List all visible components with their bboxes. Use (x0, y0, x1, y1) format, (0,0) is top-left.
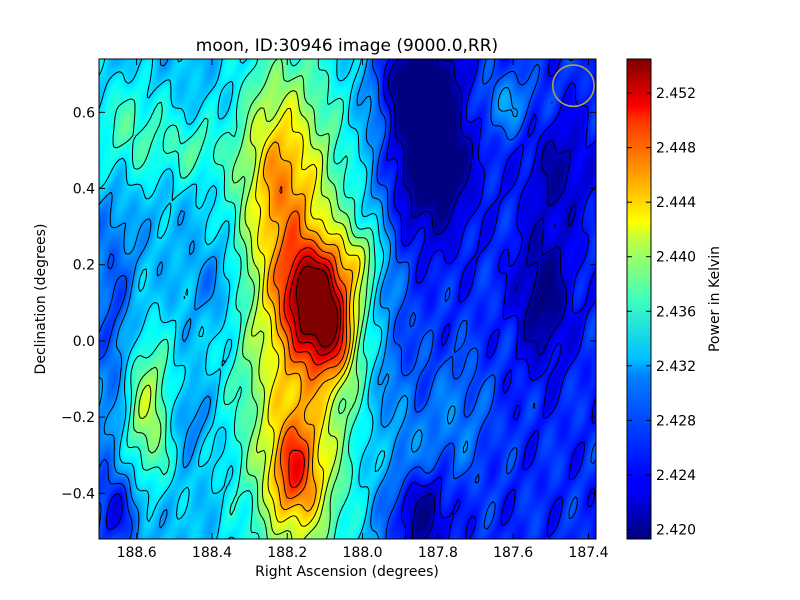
contour-line (138, 90, 366, 539)
contour-line (112, 59, 376, 539)
contour-line (295, 265, 339, 348)
y-tick-label: 0.4 (73, 182, 95, 198)
x-axis: 188.6 188.4 188.2 188.0 187.8 187.6 187.4 (117, 59, 609, 561)
x-tick-label: 187.4 (568, 545, 608, 561)
contour-line (273, 186, 348, 500)
contour-line (255, 107, 361, 527)
colorbar: 2.420 2.424 2.428 2.432 2.436 2.440 2.444 2.448… (626, 58, 723, 540)
y-tick-label: 0.6 (73, 105, 95, 121)
x-tick-label: 187.8 (418, 545, 458, 561)
colorbar-tick-label: 2.432 (656, 359, 696, 375)
x-tick-label: 188.6 (117, 545, 157, 561)
heatmap-image (99, 59, 596, 539)
x-tick-label: 188.2 (267, 545, 307, 561)
colorbar-tick-label: 2.452 (656, 86, 696, 102)
contour-line (99, 59, 596, 539)
beam-circle (551, 64, 595, 108)
y-tick-label: −0.4 (61, 486, 95, 502)
x-tick-label: 187.6 (493, 545, 533, 561)
contour-line (99, 59, 518, 539)
x-tick-label: 188.4 (192, 545, 232, 561)
x-axis-label: Right Ascension (degrees) (255, 564, 439, 580)
colorbar-tick-label: 2.428 (656, 413, 696, 429)
contour-lines (99, 59, 596, 539)
y-axis: −0.4 −0.2 0.0 0.2 0.4 0.6 (61, 105, 596, 502)
y-tick-label: −0.2 (61, 410, 95, 426)
colorbar-tick-label: 2.424 (656, 468, 696, 484)
colorbar-ticks: 2.420 2.424 2.428 2.432 2.436 2.440 2.444 2.448… (627, 86, 696, 538)
colorbar-tick-label: 2.420 (656, 522, 696, 538)
contour-line (133, 59, 370, 539)
x-tick-label: 188.0 (343, 545, 383, 561)
contour-line (99, 59, 385, 539)
y-tick-label: 0.2 (73, 258, 95, 274)
y-axis-label: Declination (degrees) (33, 224, 49, 375)
colorbar-tick-label: 2.448 (656, 141, 696, 157)
plot-frame (98, 58, 597, 540)
contour-line (106, 59, 596, 539)
contour-line (283, 247, 344, 489)
y-tick-label: 0.0 (73, 334, 95, 350)
colorbar-label: Power in Kelvin (707, 246, 723, 352)
contour-line (263, 141, 353, 512)
colorbar-gradient (626, 58, 652, 540)
colorbar-tick-label: 2.444 (656, 195, 696, 211)
colorbar-tick-label: 2.436 (656, 304, 696, 320)
contour-line (289, 255, 342, 356)
chart-title: moon, ID:30946 image (9000.0,RR) (196, 36, 498, 56)
colorbar-tick-label: 2.440 (656, 250, 696, 266)
contour-line (387, 59, 577, 539)
